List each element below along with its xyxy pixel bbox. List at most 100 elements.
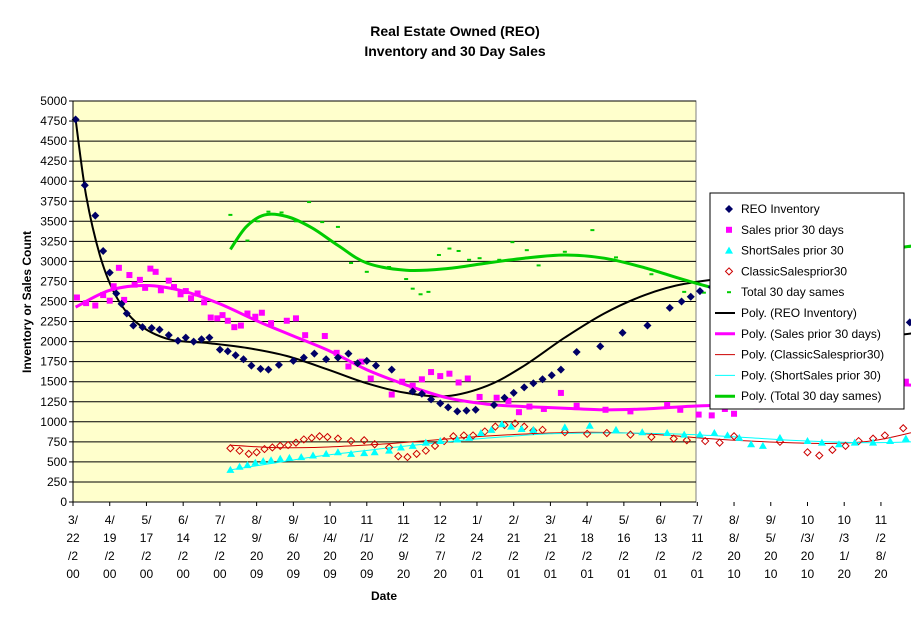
y-tick-label: 1500 — [40, 375, 67, 389]
x-tick-label-line: 11 — [691, 531, 704, 545]
legend-label: REO Inventory — [741, 202, 820, 216]
x-tick-label: 1/24/2 01 — [470, 513, 484, 581]
data-point — [828, 445, 837, 455]
data-point — [243, 461, 252, 469]
data-point — [194, 290, 201, 297]
data-point — [456, 249, 461, 252]
data-point — [189, 337, 198, 346]
data-point — [626, 430, 635, 439]
data-point — [302, 332, 309, 339]
data-point — [540, 405, 547, 412]
x-tick-label-line: 01 — [507, 567, 521, 581]
data-point — [487, 425, 496, 433]
data-point — [251, 458, 260, 466]
x-tick-label: 4/18/2 01 — [580, 513, 594, 581]
x-tick-label-line: 21 — [507, 531, 521, 545]
y-tick-label: 3250 — [40, 234, 67, 248]
x-tick-label: 12/2 7/20 — [434, 513, 448, 581]
x-tick-label: 11/1/20 09 — [360, 513, 374, 581]
legend-marker — [727, 291, 731, 294]
data-point — [505, 397, 512, 404]
data-point — [449, 432, 458, 441]
data-point — [152, 268, 159, 275]
data-point — [370, 448, 379, 456]
data-point — [201, 299, 208, 306]
y-tick-label: 1250 — [40, 395, 67, 409]
data-point — [507, 422, 516, 430]
x-tick-label: 10/3 1/20 — [838, 513, 852, 581]
data-point — [695, 430, 704, 438]
data-point — [244, 449, 253, 459]
data-point — [723, 431, 732, 439]
x-tick-label: 10/4/20 09 — [323, 513, 337, 581]
x-tick-label-line: 22 — [66, 531, 80, 545]
data-point — [556, 365, 565, 374]
data-point — [359, 436, 369, 445]
data-point — [573, 402, 580, 409]
legend-label: Poly. (Sales prior 30 days) — [741, 327, 881, 341]
x-tick-label-line: 6/ — [656, 513, 667, 527]
data-point — [307, 201, 312, 204]
data-point — [700, 436, 710, 446]
legend-label: Poly. (ClassicSalesprior30) — [741, 348, 884, 362]
data-point — [226, 465, 235, 473]
x-tick-label-line: 10 — [838, 513, 852, 527]
data-point — [906, 245, 911, 248]
data-point — [364, 270, 369, 273]
x-tick-label-line: 21 — [544, 531, 558, 545]
data-point — [464, 375, 471, 382]
data-point — [453, 407, 462, 416]
y-tick-label: 1000 — [40, 415, 67, 429]
data-point — [252, 313, 259, 320]
data-point — [387, 365, 396, 374]
data-point — [421, 438, 430, 446]
x-tick-label-line: /3/ — [801, 531, 815, 545]
data-point — [292, 315, 299, 322]
data-point — [268, 443, 277, 452]
data-point — [854, 436, 863, 446]
x-tick-label-line: 3/ — [68, 513, 79, 527]
y-tick-label: 2000 — [40, 335, 67, 349]
data-point — [509, 388, 518, 397]
data-point — [370, 440, 379, 449]
data-point — [408, 387, 417, 396]
legend-label: Poly. (ShortSales prior 30) — [741, 368, 881, 382]
x-tick-label-line: 16 — [617, 531, 631, 545]
x-tick-label-line: /3 — [839, 531, 849, 545]
data-point — [71, 115, 80, 124]
x-tick-label-line: /2 — [619, 549, 629, 563]
data-point — [80, 181, 89, 190]
data-point — [73, 294, 80, 301]
data-point — [323, 432, 332, 442]
data-point — [215, 345, 224, 354]
data-point — [315, 432, 324, 441]
data-point — [643, 321, 652, 330]
data-point — [462, 406, 471, 415]
data-point — [710, 429, 719, 437]
data-point — [252, 448, 261, 457]
data-point — [299, 353, 308, 362]
x-tick-label: 8/9/20 09 — [250, 513, 264, 581]
x-tick-label-line: 01 — [580, 567, 594, 581]
data-point — [388, 391, 395, 398]
data-point — [224, 317, 231, 324]
data-point — [92, 302, 99, 309]
data-point — [524, 249, 529, 252]
x-tick-label-line: 9/ — [399, 549, 410, 563]
data-point — [267, 456, 276, 464]
data-point — [517, 425, 526, 433]
x-tick-label-line: 00 — [103, 567, 117, 581]
data-point — [112, 289, 121, 298]
data-point — [680, 430, 689, 438]
data-point — [299, 435, 309, 444]
data-point — [256, 364, 265, 373]
data-point — [283, 317, 290, 324]
chart-subtitle: Inventory and 30 Day Sales — [364, 43, 546, 59]
data-point — [310, 349, 319, 358]
data-point — [258, 309, 265, 316]
legend-label: Sales prior 30 days — [741, 223, 844, 237]
x-tick-label-line: 10 — [323, 513, 337, 527]
data-point — [105, 268, 114, 277]
data-point — [219, 312, 226, 319]
data-point — [126, 272, 133, 279]
